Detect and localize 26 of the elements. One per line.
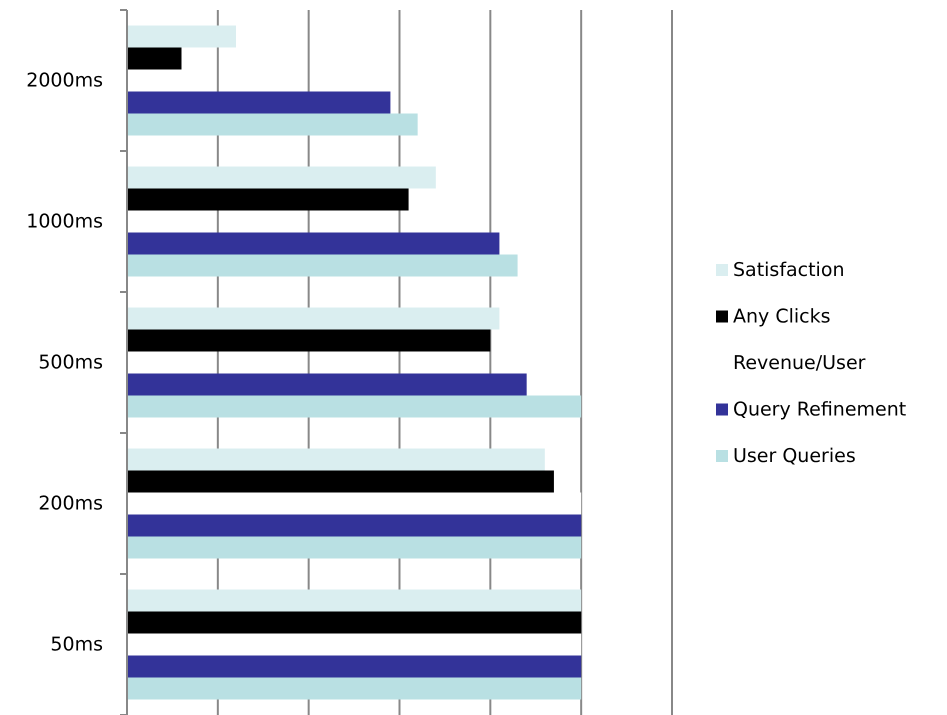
y-tick-label: 500ms	[38, 352, 103, 374]
legend-label: Any Clicks	[733, 306, 830, 328]
bar	[127, 254, 518, 276]
bar	[127, 92, 390, 114]
bar	[127, 188, 409, 210]
y-tick-label: 50ms	[50, 634, 103, 656]
bar	[127, 374, 527, 396]
y-tick-label: 1000ms	[26, 210, 103, 232]
bar	[127, 448, 545, 470]
text: Revenue/User	[733, 352, 866, 374]
legend-label: Satisfaction	[733, 259, 845, 281]
bar	[127, 114, 418, 136]
bar	[127, 396, 582, 418]
bar	[127, 330, 490, 352]
bar	[127, 308, 500, 330]
bar	[127, 232, 500, 254]
bar	[127, 26, 236, 48]
y-tick-label: 2000ms	[26, 70, 103, 92]
bar	[127, 590, 582, 612]
y-tick-label: 200ms	[38, 492, 103, 514]
legend-label: Query Refinement	[733, 398, 906, 420]
legend-label: User Queries	[733, 445, 856, 467]
bar	[127, 166, 436, 188]
bar	[127, 678, 582, 700]
bar	[127, 48, 182, 70]
bar	[127, 536, 582, 558]
